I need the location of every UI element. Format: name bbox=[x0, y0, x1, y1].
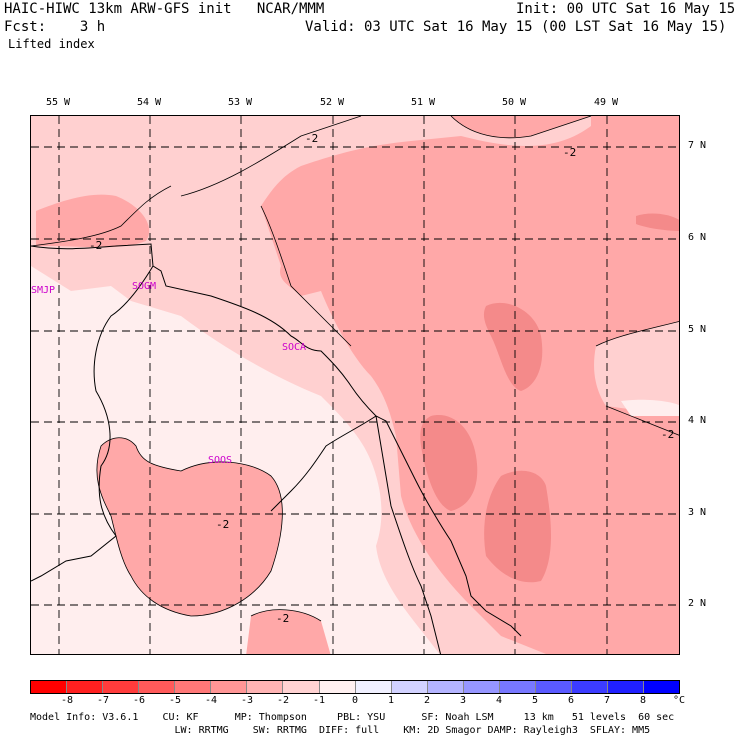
header-fcst: Fcst: 3 h bbox=[4, 19, 106, 35]
contour-label-5: -2 bbox=[216, 518, 229, 531]
legend-swatch bbox=[571, 681, 608, 693]
station-soca: SOCA bbox=[282, 342, 306, 353]
field-dark-patch-3 bbox=[484, 470, 551, 583]
lat-label-3n: 3 N bbox=[688, 507, 707, 518]
legend-label-8: 8 bbox=[639, 695, 647, 706]
color-legend bbox=[30, 680, 680, 694]
contour-line-nw bbox=[31, 185, 172, 247]
legend-label-m1: -1 bbox=[312, 695, 326, 706]
lon-label-53w: 53 W bbox=[227, 97, 253, 108]
legend-swatch bbox=[319, 681, 356, 693]
contour-line-sw-blob bbox=[96, 437, 283, 617]
legend-swatch bbox=[608, 681, 645, 693]
legend-swatch bbox=[175, 681, 212, 693]
field-dark-patch-2 bbox=[420, 415, 478, 511]
header-init: Init: 00 UTC Sat 16 May 15 bbox=[516, 1, 736, 17]
lon-label-54w: 54 W bbox=[136, 97, 162, 108]
legend-label-m4: -4 bbox=[204, 695, 218, 706]
legend-swatch bbox=[391, 681, 428, 693]
legend-swatch bbox=[31, 681, 68, 693]
field-medium-blob-nw bbox=[36, 194, 150, 248]
station-smjp: SMJP bbox=[31, 285, 55, 296]
field-dark-patch-1 bbox=[483, 302, 543, 391]
legend-label-5: 5 bbox=[531, 695, 539, 706]
lon-label-51w: 51 W bbox=[410, 97, 436, 108]
legend-label-m7: -7 bbox=[96, 695, 110, 706]
border-east bbox=[375, 415, 442, 654]
legend-swatch bbox=[499, 681, 536, 693]
lifted-index-map: -2 -2 -2 -2 -2 -2 SMJP SOGM SOCA SOOS bbox=[30, 115, 680, 655]
legend-label-4: 4 bbox=[495, 695, 503, 706]
legend-label-m6: -6 bbox=[132, 695, 146, 706]
field-lightest-patch-east bbox=[621, 399, 679, 416]
legend-label-1: 1 bbox=[387, 695, 395, 706]
footer-line-1: Model Info: V3.6.1 CU: KF MP: Thompson P… bbox=[30, 712, 675, 723]
coastline bbox=[31, 243, 522, 637]
contour-label-4: -2 bbox=[661, 428, 674, 441]
legend-label-m3: -3 bbox=[240, 695, 254, 706]
legend-swatch bbox=[103, 681, 140, 693]
legend-swatch bbox=[427, 681, 464, 693]
contour-line-east-lower bbox=[605, 405, 679, 436]
legend-swatch bbox=[283, 681, 320, 693]
field-medium-blob-sw bbox=[96, 437, 283, 616]
legend-label-m2: -2 bbox=[276, 695, 290, 706]
legend-label-m8: -8 bbox=[60, 695, 74, 706]
lat-label-5n: 5 N bbox=[688, 324, 707, 335]
legend-label-3: 3 bbox=[459, 695, 467, 706]
contour-label-6: -2 bbox=[276, 612, 289, 625]
legend-label-2: 2 bbox=[423, 695, 431, 706]
contour-line-south bbox=[250, 609, 322, 622]
lat-label-4n: 4 N bbox=[688, 415, 707, 426]
lat-label-7n: 7 N bbox=[688, 140, 707, 151]
header-valid: Valid: 03 UTC Sat 16 May 15 (00 LST Sat … bbox=[305, 19, 727, 35]
station-soos: SOOS bbox=[208, 455, 232, 466]
lon-label-52w: 52 W bbox=[319, 97, 345, 108]
legend-swatch bbox=[139, 681, 176, 693]
lat-label-6n: 6 N bbox=[688, 232, 707, 243]
field-medium-blob-s bbox=[246, 609, 331, 654]
legend-swatch bbox=[463, 681, 500, 693]
legend-label-6: 6 bbox=[567, 695, 575, 706]
contour-label-2: -2 bbox=[89, 239, 102, 252]
contour-line-east bbox=[595, 321, 679, 347]
legend-swatch bbox=[247, 681, 284, 693]
header-title: HAIC-HIWC 13km ARW-GFS init NCAR/MMM bbox=[4, 1, 325, 17]
legend-label-7: 7 bbox=[603, 695, 611, 706]
footer-line-2: LW: RRTMG SW: RRTMG DIFF: full KM: 2D Sm… bbox=[30, 725, 651, 736]
lon-label-50w: 50 W bbox=[501, 97, 527, 108]
legend-swatch bbox=[355, 681, 392, 693]
contour-line-ne bbox=[450, 116, 592, 139]
lat-label-2n: 2 N bbox=[688, 598, 707, 609]
contour-line-north bbox=[180, 116, 362, 197]
border-south bbox=[270, 415, 377, 512]
contour-label-3: -2 bbox=[563, 146, 576, 159]
legend-swatch bbox=[535, 681, 572, 693]
legend-swatch bbox=[211, 681, 248, 693]
graticule bbox=[31, 116, 679, 654]
contour-label-1: -2 bbox=[305, 132, 318, 145]
legend-unit: °C bbox=[672, 695, 686, 706]
header-field: Lifted index bbox=[8, 37, 95, 51]
lon-label-55w: 55 W bbox=[45, 97, 71, 108]
field-dark-patch-4 bbox=[636, 213, 679, 231]
legend-swatch bbox=[644, 681, 680, 693]
legend-label-m5: -5 bbox=[168, 695, 182, 706]
legend-swatch bbox=[67, 681, 104, 693]
legend-label-0: 0 bbox=[351, 695, 359, 706]
field-light-patch-east bbox=[594, 321, 679, 416]
lon-label-49w: 49 W bbox=[593, 97, 619, 108]
station-sogm: SOGM bbox=[132, 281, 156, 292]
